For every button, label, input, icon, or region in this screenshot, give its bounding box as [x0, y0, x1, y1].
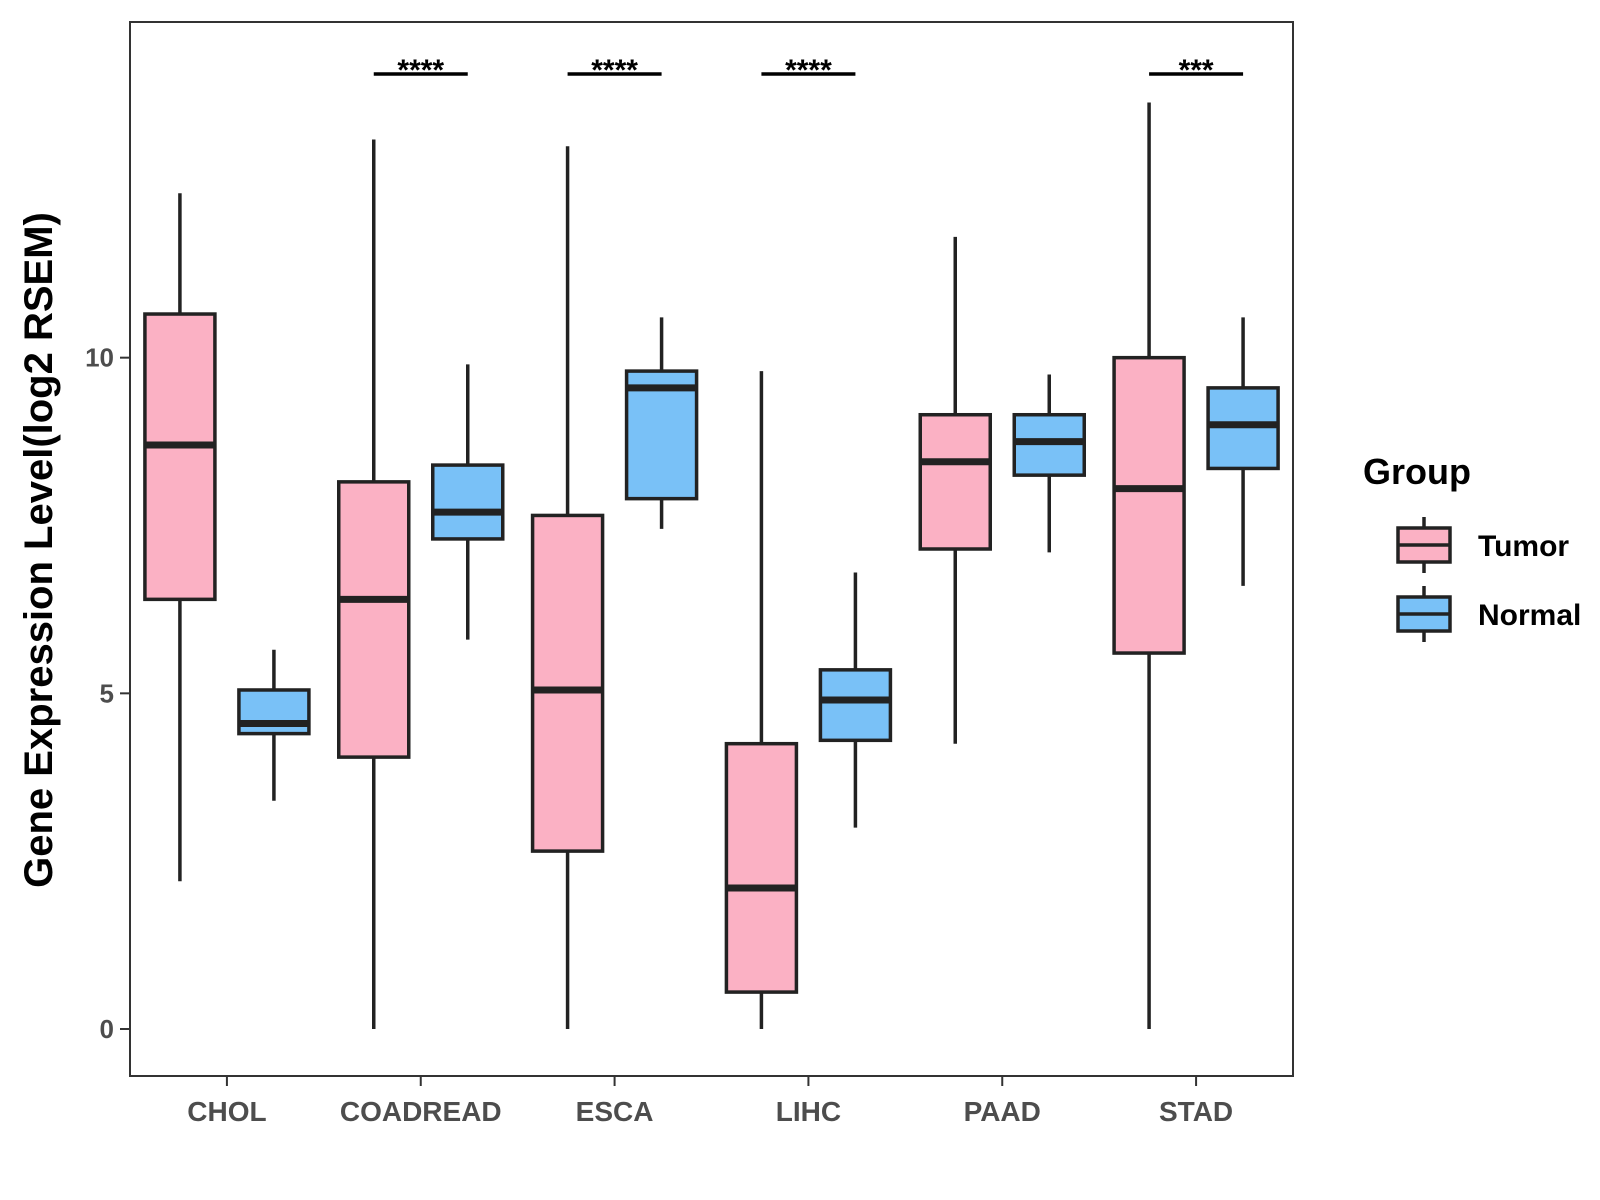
significance-lihc: **** [761, 54, 856, 87]
box-normal-esca [624, 317, 699, 529]
x-label-paad: PAAD [964, 1096, 1041, 1127]
y-tick-label-0: 0 [100, 1014, 114, 1044]
boxes-layer [143, 102, 1280, 1030]
box-body [624, 369, 699, 501]
significance-stad: *** [1149, 54, 1244, 87]
legend-label-tumor: Tumor [1478, 530, 1569, 563]
plot-panel [129, 21, 1294, 1077]
legend-item-tumor: Tumor [1396, 517, 1569, 573]
box-tumor-chol [143, 193, 217, 882]
box-body [530, 513, 605, 853]
box-body [237, 688, 311, 736]
significance-coadread: **** [373, 54, 468, 87]
box-normal-coadread [431, 364, 505, 640]
legend-label-normal: Normal [1478, 599, 1581, 632]
y-axis: 0 5 10 [85, 343, 130, 1044]
box-body [818, 668, 893, 743]
legend-item-normal: Normal [1396, 586, 1581, 642]
box-tumor-lihc [724, 371, 799, 1030]
box-normal-stad [1206, 317, 1280, 586]
box-body [918, 412, 992, 551]
box-body [143, 312, 217, 602]
box-tumor-esca [530, 146, 605, 1030]
significance-label: **** [591, 54, 638, 87]
box-normal-paad [1012, 374, 1086, 553]
significance-layer: **** **** **** *** [373, 54, 1244, 87]
significance-label: *** [1179, 54, 1214, 87]
box-tumor-paad [918, 236, 992, 744]
y-tick-label-5: 5 [100, 678, 114, 708]
x-label-coadread: COADREAD [340, 1096, 502, 1127]
y-tick-label-10: 10 [85, 343, 114, 373]
box-tumor-stad [1112, 102, 1186, 1030]
box-tumor-coadread [337, 139, 411, 1030]
x-axis: CHOL COADREAD ESCA LIHC PAAD STAD [187, 1076, 1233, 1127]
x-label-esca: ESCA [576, 1096, 654, 1127]
x-label-stad: STAD [1159, 1096, 1233, 1127]
significance-esca: **** [567, 54, 662, 87]
box-body [431, 463, 505, 541]
significance-label: **** [397, 54, 444, 87]
significance-label: **** [785, 54, 832, 87]
box-body [724, 741, 799, 994]
box-normal-chol [237, 649, 311, 801]
box-normal-lihc [818, 572, 893, 828]
legend-title: Group [1363, 451, 1471, 492]
legend: Group Tumor Normal [1363, 451, 1581, 642]
x-label-chol: CHOL [187, 1096, 266, 1127]
x-label-lihc: LIHC [776, 1096, 841, 1127]
box-body [337, 480, 411, 759]
y-axis-title: Gene Expression Level(log2 RSEM) [17, 212, 61, 888]
box-body [1112, 355, 1186, 655]
